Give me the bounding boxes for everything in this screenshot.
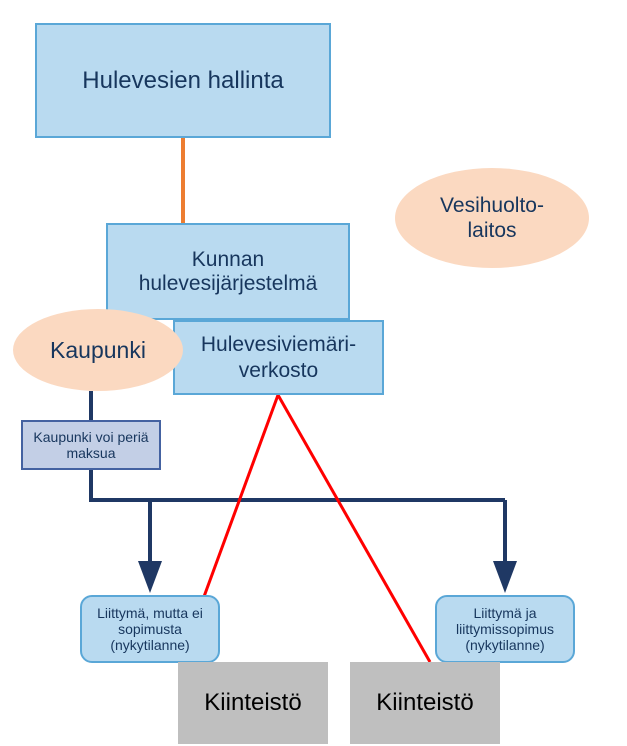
node-kaupunki-label: Kaupunki [50, 337, 146, 364]
edge-navy-main [91, 470, 505, 500]
node-kaupunki: Kaupunki [13, 309, 183, 391]
node-kunnan-jarjestelma: Kunnan hulevesijärjestelmä [106, 223, 350, 320]
node-fee-label: Kaupunki voi periä maksua [29, 429, 153, 461]
node-res1-label: Liittymä, mutta ei sopimusta (nykytilann… [90, 605, 210, 653]
node-hulevesien-hallinta: Hulevesien hallinta [35, 23, 331, 138]
node-hulevesiviemariverkosto: Hulevesiviemäri- verkosto [173, 320, 384, 395]
node-liittyma-sopimus: Liittymä ja liittymissopimus (nykytilann… [435, 595, 575, 663]
node-vesi-label: Vesihuolto- laitos [440, 193, 544, 243]
node-maksua: Kaupunki voi periä maksua [21, 420, 161, 470]
node-kiinteisto-1: Kiinteistö [178, 662, 328, 744]
node-kiinteisto-2: Kiinteistö [350, 662, 500, 744]
node-liittyma-ei-sopimusta: Liittymä, mutta ei sopimusta (nykytilann… [80, 595, 220, 663]
node-sewer-label: Hulevesiviemäri- verkosto [201, 332, 356, 382]
node-vesihuoltolaitos: Vesihuolto- laitos [395, 168, 589, 268]
node-prop2-label: Kiinteistö [376, 689, 473, 717]
node-prop1-label: Kiinteistö [204, 689, 301, 717]
node-system-label: Kunnan hulevesijärjestelmä [118, 248, 338, 296]
node-res2-label: Liittymä ja liittymissopimus (nykytilann… [445, 605, 565, 653]
edge-red-right [278, 395, 430, 662]
node-top-label: Hulevesien hallinta [82, 67, 283, 95]
